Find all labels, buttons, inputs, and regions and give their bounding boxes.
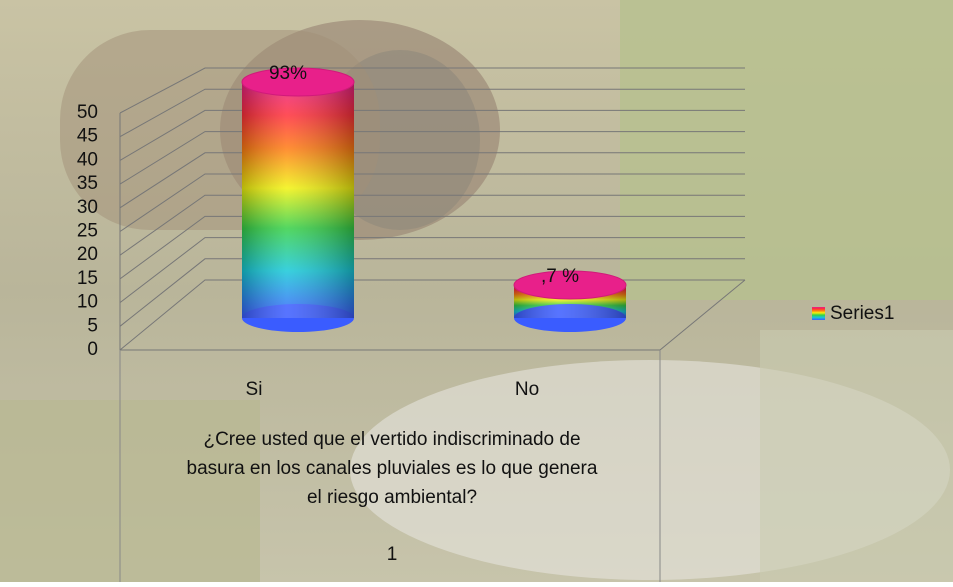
y-tick-label: 30 bbox=[77, 197, 98, 218]
y-tick-label: 50 bbox=[77, 102, 98, 123]
y-tick-label: 5 bbox=[87, 315, 98, 336]
cylinder bbox=[241, 67, 355, 332]
group-label: 1 bbox=[387, 544, 398, 565]
grid-line bbox=[119, 67, 745, 114]
cylinder-top bbox=[513, 270, 627, 300]
y-tick-label: 45 bbox=[77, 126, 98, 147]
y-tick-label: 0 bbox=[87, 339, 98, 360]
grid-line bbox=[119, 258, 745, 327]
y-tick-label: 35 bbox=[77, 173, 98, 194]
legend-swatch bbox=[812, 307, 825, 320]
y-tick-label: 25 bbox=[77, 221, 98, 242]
y-tick-label: 15 bbox=[77, 268, 98, 289]
grid-line bbox=[119, 237, 745, 303]
grid bbox=[119, 67, 746, 351]
cylinder-shade bbox=[242, 82, 354, 318]
data-label: 93% bbox=[269, 63, 307, 84]
category-label: Si bbox=[246, 379, 263, 400]
grid-line bbox=[119, 88, 745, 138]
category-label: No bbox=[515, 379, 539, 400]
legend-label: Series1 bbox=[830, 303, 894, 324]
grid-line bbox=[119, 173, 745, 232]
y-tick-label: 40 bbox=[77, 149, 98, 170]
grid-line bbox=[119, 194, 745, 256]
data-label: ,7 % bbox=[541, 266, 579, 287]
grid-line bbox=[119, 109, 745, 161]
x-axis-title: el riesgo ambiental? bbox=[307, 487, 477, 508]
y-tick-label: 20 bbox=[77, 244, 98, 265]
cylinder-top bbox=[241, 67, 355, 97]
y-tick-label: 10 bbox=[77, 292, 98, 313]
x-axis-title: ¿Cree usted que el vertido indiscriminad… bbox=[203, 429, 580, 450]
grid-line bbox=[119, 131, 745, 185]
grid-line bbox=[119, 215, 745, 280]
grid-line bbox=[119, 152, 745, 209]
x-axis-title: basura en los canales pluviales es lo qu… bbox=[187, 458, 598, 479]
cylinder bbox=[513, 270, 627, 332]
